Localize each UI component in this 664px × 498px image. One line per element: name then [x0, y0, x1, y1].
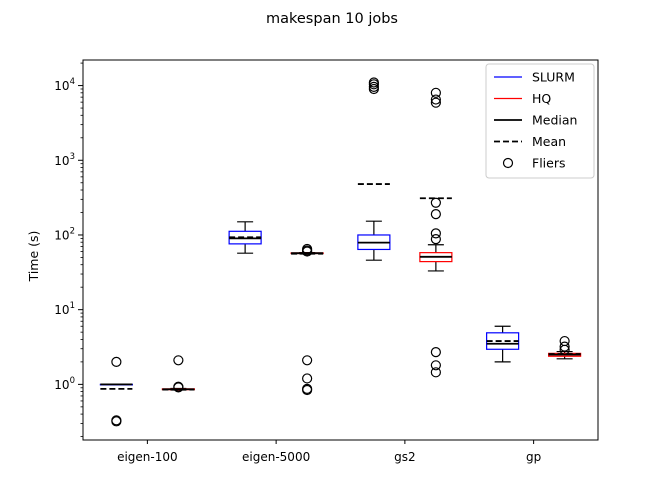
hq-flier — [430, 209, 441, 220]
hq-flier — [430, 97, 441, 108]
hq-flier — [430, 360, 441, 371]
legend-label: SLURM — [532, 70, 575, 85]
hq-flier — [430, 367, 441, 378]
x-tick-label: eigen-100 — [117, 450, 178, 464]
legend-label: Median — [532, 113, 577, 128]
x-tick-label: eigen-5000 — [242, 450, 310, 464]
hq-flier — [559, 341, 570, 352]
plot-frame — [82, 59, 599, 441]
legend: SLURM HQ Median Mean Fliers — [485, 63, 595, 179]
legend-label: Fliers — [532, 156, 565, 171]
y-tick-label: 100 — [54, 376, 75, 392]
legend-swatch-marker — [502, 157, 514, 169]
y-tick-label: 103 — [54, 152, 75, 168]
legend-frame — [485, 63, 595, 179]
plot-area: 100 101 102 103 104 eigen-100 eigen-5000 gs2 gp — [54, 62, 582, 464]
y-axis-label: Time (s) — [26, 231, 41, 283]
hq-flier — [302, 373, 313, 384]
y-tick-label: 101 — [54, 301, 75, 317]
hq-flier — [559, 344, 570, 355]
slurm-flier — [111, 416, 122, 427]
hq-flier — [173, 355, 184, 366]
hq-flier — [430, 197, 441, 208]
slurm-flier — [111, 356, 122, 367]
hq-flier — [430, 228, 441, 239]
x-tick-label: gp — [526, 450, 541, 464]
slurm-flier — [368, 83, 379, 95]
slurm-flier — [368, 79, 379, 90]
hq-flier — [302, 355, 313, 366]
hq-flier — [430, 94, 441, 105]
hq-flier — [173, 382, 184, 393]
x-tick-label: gs2 — [394, 450, 416, 464]
hq-flier — [430, 347, 441, 358]
hq-flier — [302, 384, 313, 396]
legend-label: HQ — [532, 91, 551, 106]
y-tick-label: 102 — [54, 226, 75, 242]
hq-flier — [430, 87, 441, 98]
hq-flier — [430, 234, 441, 245]
chart-title: makespan 10 jobs — [266, 11, 398, 27]
y-tick-label: 104 — [54, 77, 75, 93]
legend-label: Mean — [532, 134, 566, 149]
hq-flier — [302, 246, 313, 257]
